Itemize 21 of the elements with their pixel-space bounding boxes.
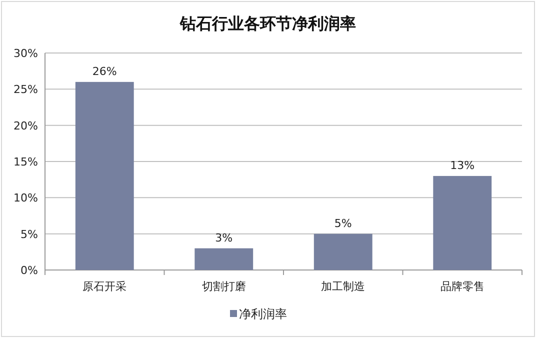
bar (314, 234, 372, 270)
data-label: 5% (334, 216, 352, 230)
y-tick-label: 10% (14, 192, 38, 205)
chart-title: 钻石行业各环节净利润率 (179, 14, 356, 33)
x-tick-label: 切割打磨 (202, 280, 246, 293)
y-tick-label: 5% (20, 228, 38, 241)
y-tick-label: 15% (14, 156, 38, 168)
legend-label: 净利润率 (239, 307, 287, 321)
bar (75, 82, 134, 270)
x-tick-label: 原石开采 (82, 280, 127, 293)
data-label: 26% (92, 64, 117, 78)
bar (433, 176, 492, 270)
data-label: 3% (215, 231, 233, 244)
x-tick-label: 加工制造 (321, 280, 366, 293)
data-label: 13% (450, 158, 475, 172)
x-tick-label: 品牌零售 (440, 280, 484, 293)
y-tick-label: 0% (20, 264, 38, 277)
y-tick-label: 30% (14, 47, 38, 60)
bar (194, 248, 254, 270)
y-tick-label: 25% (14, 83, 38, 96)
y-tick-label: 20% (14, 119, 38, 132)
